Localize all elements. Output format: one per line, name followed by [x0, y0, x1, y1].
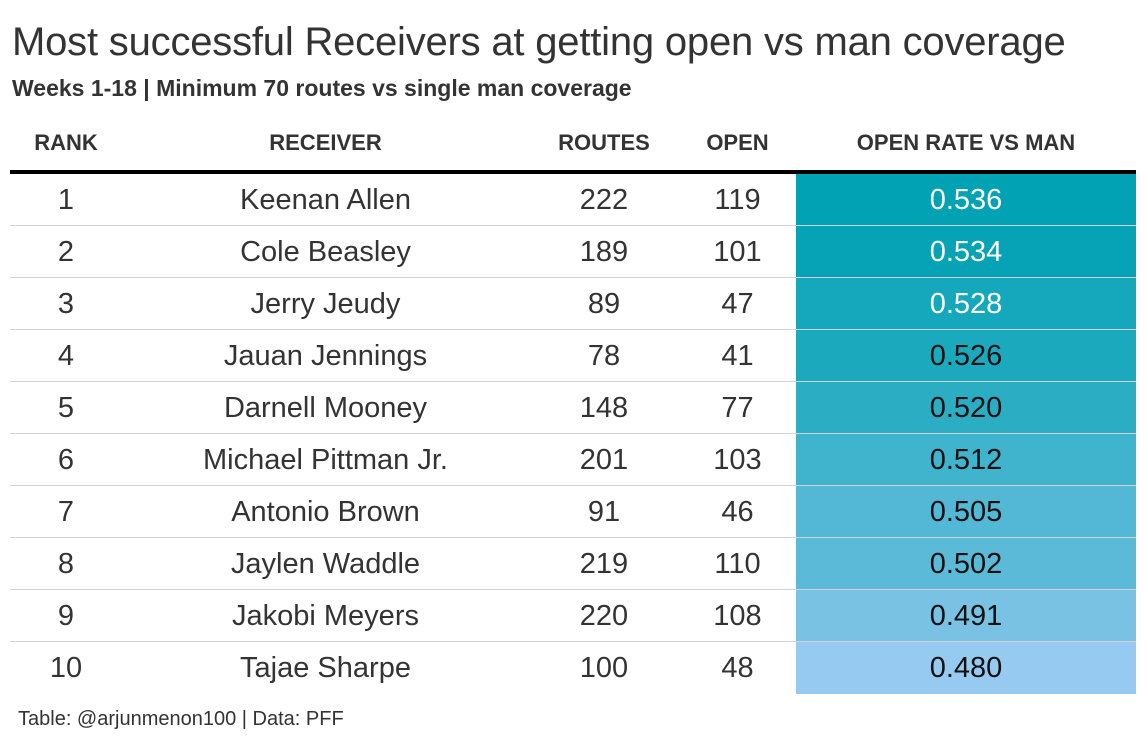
open-rate-fill: [796, 382, 1136, 434]
open-rate-fill: [796, 486, 1136, 538]
cell-receiver: Keenan Allen: [240, 184, 411, 216]
cell-open-rate: 0.534: [929, 236, 1003, 268]
chart-caption: Table: @arjunmenon100 | Data: PFF: [18, 708, 344, 730]
open-rate-fill: [796, 174, 1136, 226]
cell-receiver: Tajae Sharpe: [240, 652, 411, 684]
cell-open-rate: 0.536: [929, 184, 1003, 216]
cell-receiver: Cole Beasley: [240, 236, 411, 268]
cell-rank: 5: [57, 392, 75, 424]
cell-routes: 100: [579, 652, 629, 684]
chart-subtitle: Weeks 1-18 | Minimum 70 routes vs single…: [12, 75, 632, 101]
cell-rank: 7: [57, 496, 75, 528]
table-row: 6 Michael Pittman Jr. 201 103 0.512: [10, 434, 1136, 486]
cell-receiver: Antonio Brown: [231, 496, 420, 528]
open-rate-fill: [796, 330, 1136, 382]
cell-open-rate: 0.526: [929, 340, 1003, 372]
cell-receiver: Jaylen Waddle: [230, 548, 421, 580]
table-body: 1 Keenan Allen 222 119 0.536 2 Cole Beasley 189…: [10, 174, 1136, 694]
cell-receiver: Jerry Jeudy: [250, 288, 401, 320]
table-row: 2 Cole Beasley 189 101 0.534: [10, 226, 1136, 278]
table-row: 8 Jaylen Waddle 219 110 0.502: [10, 538, 1136, 590]
cell-open: 48: [721, 652, 754, 684]
row-divider: [10, 485, 1136, 486]
cell-routes: 91: [587, 496, 621, 528]
row-divider: [10, 329, 1136, 330]
row-divider: [10, 641, 1136, 642]
column-header-routes: ROUTES: [558, 130, 650, 155]
cell-rank: 2: [57, 236, 75, 268]
header-divider: [10, 170, 1136, 174]
row-divider: [10, 537, 1136, 538]
cell-open-rate: 0.480: [929, 652, 1003, 684]
cell-open-rate: 0.512: [929, 444, 1003, 476]
table-row: 9 Jakobi Meyers 220 108 0.491: [10, 590, 1136, 642]
cell-rank: 9: [57, 600, 75, 632]
column-header-open: OPEN: [706, 130, 769, 155]
cell-routes: 201: [579, 444, 629, 476]
cell-open: 77: [721, 392, 754, 424]
cell-receiver: Jauan Jennings: [223, 340, 428, 372]
open-rate-fill: [796, 278, 1136, 330]
table-row: 4 Jauan Jennings 78 41 0.526: [10, 330, 1136, 382]
column-header-receiver: RECEIVER: [269, 130, 382, 155]
cell-open-rate: 0.520: [929, 392, 1003, 424]
table-row: 5 Darnell Mooney 148 77 0.520: [10, 382, 1136, 434]
cell-open: 103: [713, 444, 762, 476]
cell-open: 108: [713, 600, 762, 632]
table-row: 1 Keenan Allen 222 119 0.536: [10, 174, 1136, 226]
cell-routes: 222: [579, 184, 629, 216]
table-row: 3 Jerry Jeudy 89 47 0.528: [10, 278, 1136, 330]
cell-routes: 89: [587, 288, 621, 320]
cell-rank: 8: [57, 548, 75, 580]
column-header-rank: RANK: [34, 130, 98, 155]
open-rate-fill: [796, 590, 1136, 642]
cell-open: 41: [721, 340, 754, 372]
row-divider: [10, 433, 1136, 434]
open-rate-fill: [796, 642, 1136, 694]
cell-rank: 6: [57, 444, 75, 476]
row-divider: [10, 277, 1136, 278]
cell-open: 46: [721, 496, 754, 528]
cell-receiver: Michael Pittman Jr.: [203, 444, 448, 476]
cell-open-rate: 0.528: [929, 288, 1003, 320]
cell-open: 119: [714, 184, 761, 216]
open-rate-fill: [796, 226, 1136, 278]
cell-receiver: Jakobi Meyers: [232, 600, 419, 632]
cell-open-rate: 0.491: [929, 600, 1003, 632]
cell-rank: 3: [57, 288, 75, 320]
open-rate-fill: [796, 538, 1136, 590]
cell-routes: 78: [587, 340, 621, 372]
open-rate-fill: [796, 434, 1136, 486]
cell-open-rate: 0.502: [929, 548, 1003, 580]
cell-rank: 4: [57, 340, 75, 372]
cell-open: 101: [713, 236, 762, 268]
row-divider: [10, 589, 1136, 590]
cell-open-rate: 0.505: [929, 496, 1003, 528]
table-row: 7 Antonio Brown 91 46 0.505: [10, 486, 1136, 538]
cell-open: 47: [721, 288, 754, 320]
cell-open: 110: [714, 548, 761, 580]
cell-routes: 189: [579, 236, 629, 268]
column-header-open-rate: OPEN RATE VS MAN: [856, 130, 1076, 155]
chart-title: Most successful Receivers at getting ope…: [12, 20, 1066, 64]
cell-rank: 1: [57, 184, 75, 216]
row-divider: [10, 381, 1136, 382]
cell-routes: 148: [579, 392, 629, 424]
cell-routes: 219: [579, 548, 629, 580]
table-header: RANK RECEIVER ROUTES OPEN OPEN RATE VS M…: [10, 116, 1136, 170]
cell-routes: 220: [579, 600, 629, 632]
cell-rank: 10: [49, 652, 83, 684]
cell-receiver: Darnell Mooney: [223, 392, 428, 424]
table-row: 10 Tajae Sharpe 100 48 0.480: [10, 642, 1136, 694]
row-divider: [10, 225, 1136, 226]
